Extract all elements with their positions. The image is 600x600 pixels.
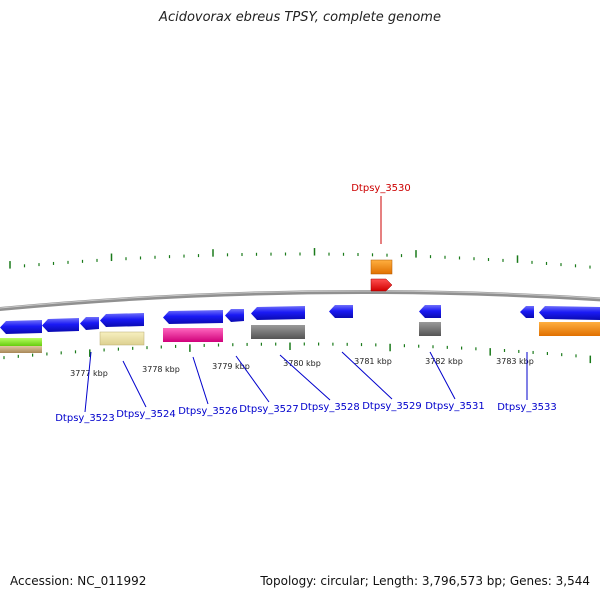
gene-blue-i[interactable] [419,305,441,318]
gene-leader-line [84,351,92,413]
gene-lime[interactable] [0,338,42,346]
gene-gray-b[interactable] [419,322,441,336]
topology-text: Topology: circular; Length: 3,796,573 bp… [260,574,590,588]
map-title: Acidovorax ebreus TPSY, complete genome [159,10,441,25]
scale-label: 3778 kbp [142,365,180,374]
gene-leader-line [122,360,147,408]
upper-tick-row [9,248,591,269]
gene-blue-h[interactable] [329,305,353,318]
scale-label: 3781 kbp [354,357,392,366]
gene-blue-j[interactable] [520,306,534,318]
gene-blue-f[interactable] [225,309,244,322]
scale-label: 3780 kbp [283,359,321,368]
gene-blue-g[interactable] [251,306,305,320]
gene-label[interactable]: Dtpsy_3527 [239,404,299,415]
gene-blue-c[interactable] [80,317,99,330]
gene-leader-line [279,354,331,401]
gene-orange-lower[interactable] [539,322,600,336]
gene-label[interactable]: Dtpsy_3533 [497,402,557,413]
gene-gray-a[interactable] [251,325,305,339]
genome-backbone [0,290,600,312]
gene-label[interactable]: Dtpsy_3523 [55,413,115,424]
gene-pale-yellow[interactable] [99,331,145,346]
scale-label: 3779 kbp [212,362,250,371]
gene-leader-line [429,351,456,400]
gene-leader-line [192,356,209,405]
gene-label[interactable]: Dtpsy_3526 [178,406,238,417]
lower-tick-row [3,342,592,364]
gene-blue-e[interactable] [163,310,223,324]
gene-blue-k[interactable] [539,306,600,320]
gene-red-forward[interactable] [370,278,393,292]
gene-label[interactable]: Dtpsy_3529 [362,401,422,412]
gene-labels: Dtpsy_3523 Dtpsy_3524 Dtpsy_3526 Dtpsy_3527… [55,351,557,424]
gene-blue-a[interactable] [0,320,42,334]
gene-blue-d[interactable] [100,313,144,327]
genome-backbone-highlight [0,290,600,309]
gene-label[interactable]: Dtpsy_3524 [116,409,176,420]
gene-label[interactable]: Dtpsy_3531 [425,401,485,412]
gene-tan[interactable] [0,346,42,353]
gene-magenta[interactable] [163,328,223,342]
gene-blue-b[interactable] [42,318,79,332]
gene-leader-line [235,355,270,403]
accession-text: Accession: NC_011992 [10,574,147,588]
gene-label[interactable]: Dtpsy_3528 [300,402,360,413]
highlight-gene-label[interactable]: Dtpsy_3530 [351,183,411,194]
gene-leader-line [341,351,393,400]
scale-label: 3782 kbp [425,357,463,366]
gene-orange-upper[interactable] [370,259,393,275]
scale-label: 3783 kbp [496,357,534,366]
